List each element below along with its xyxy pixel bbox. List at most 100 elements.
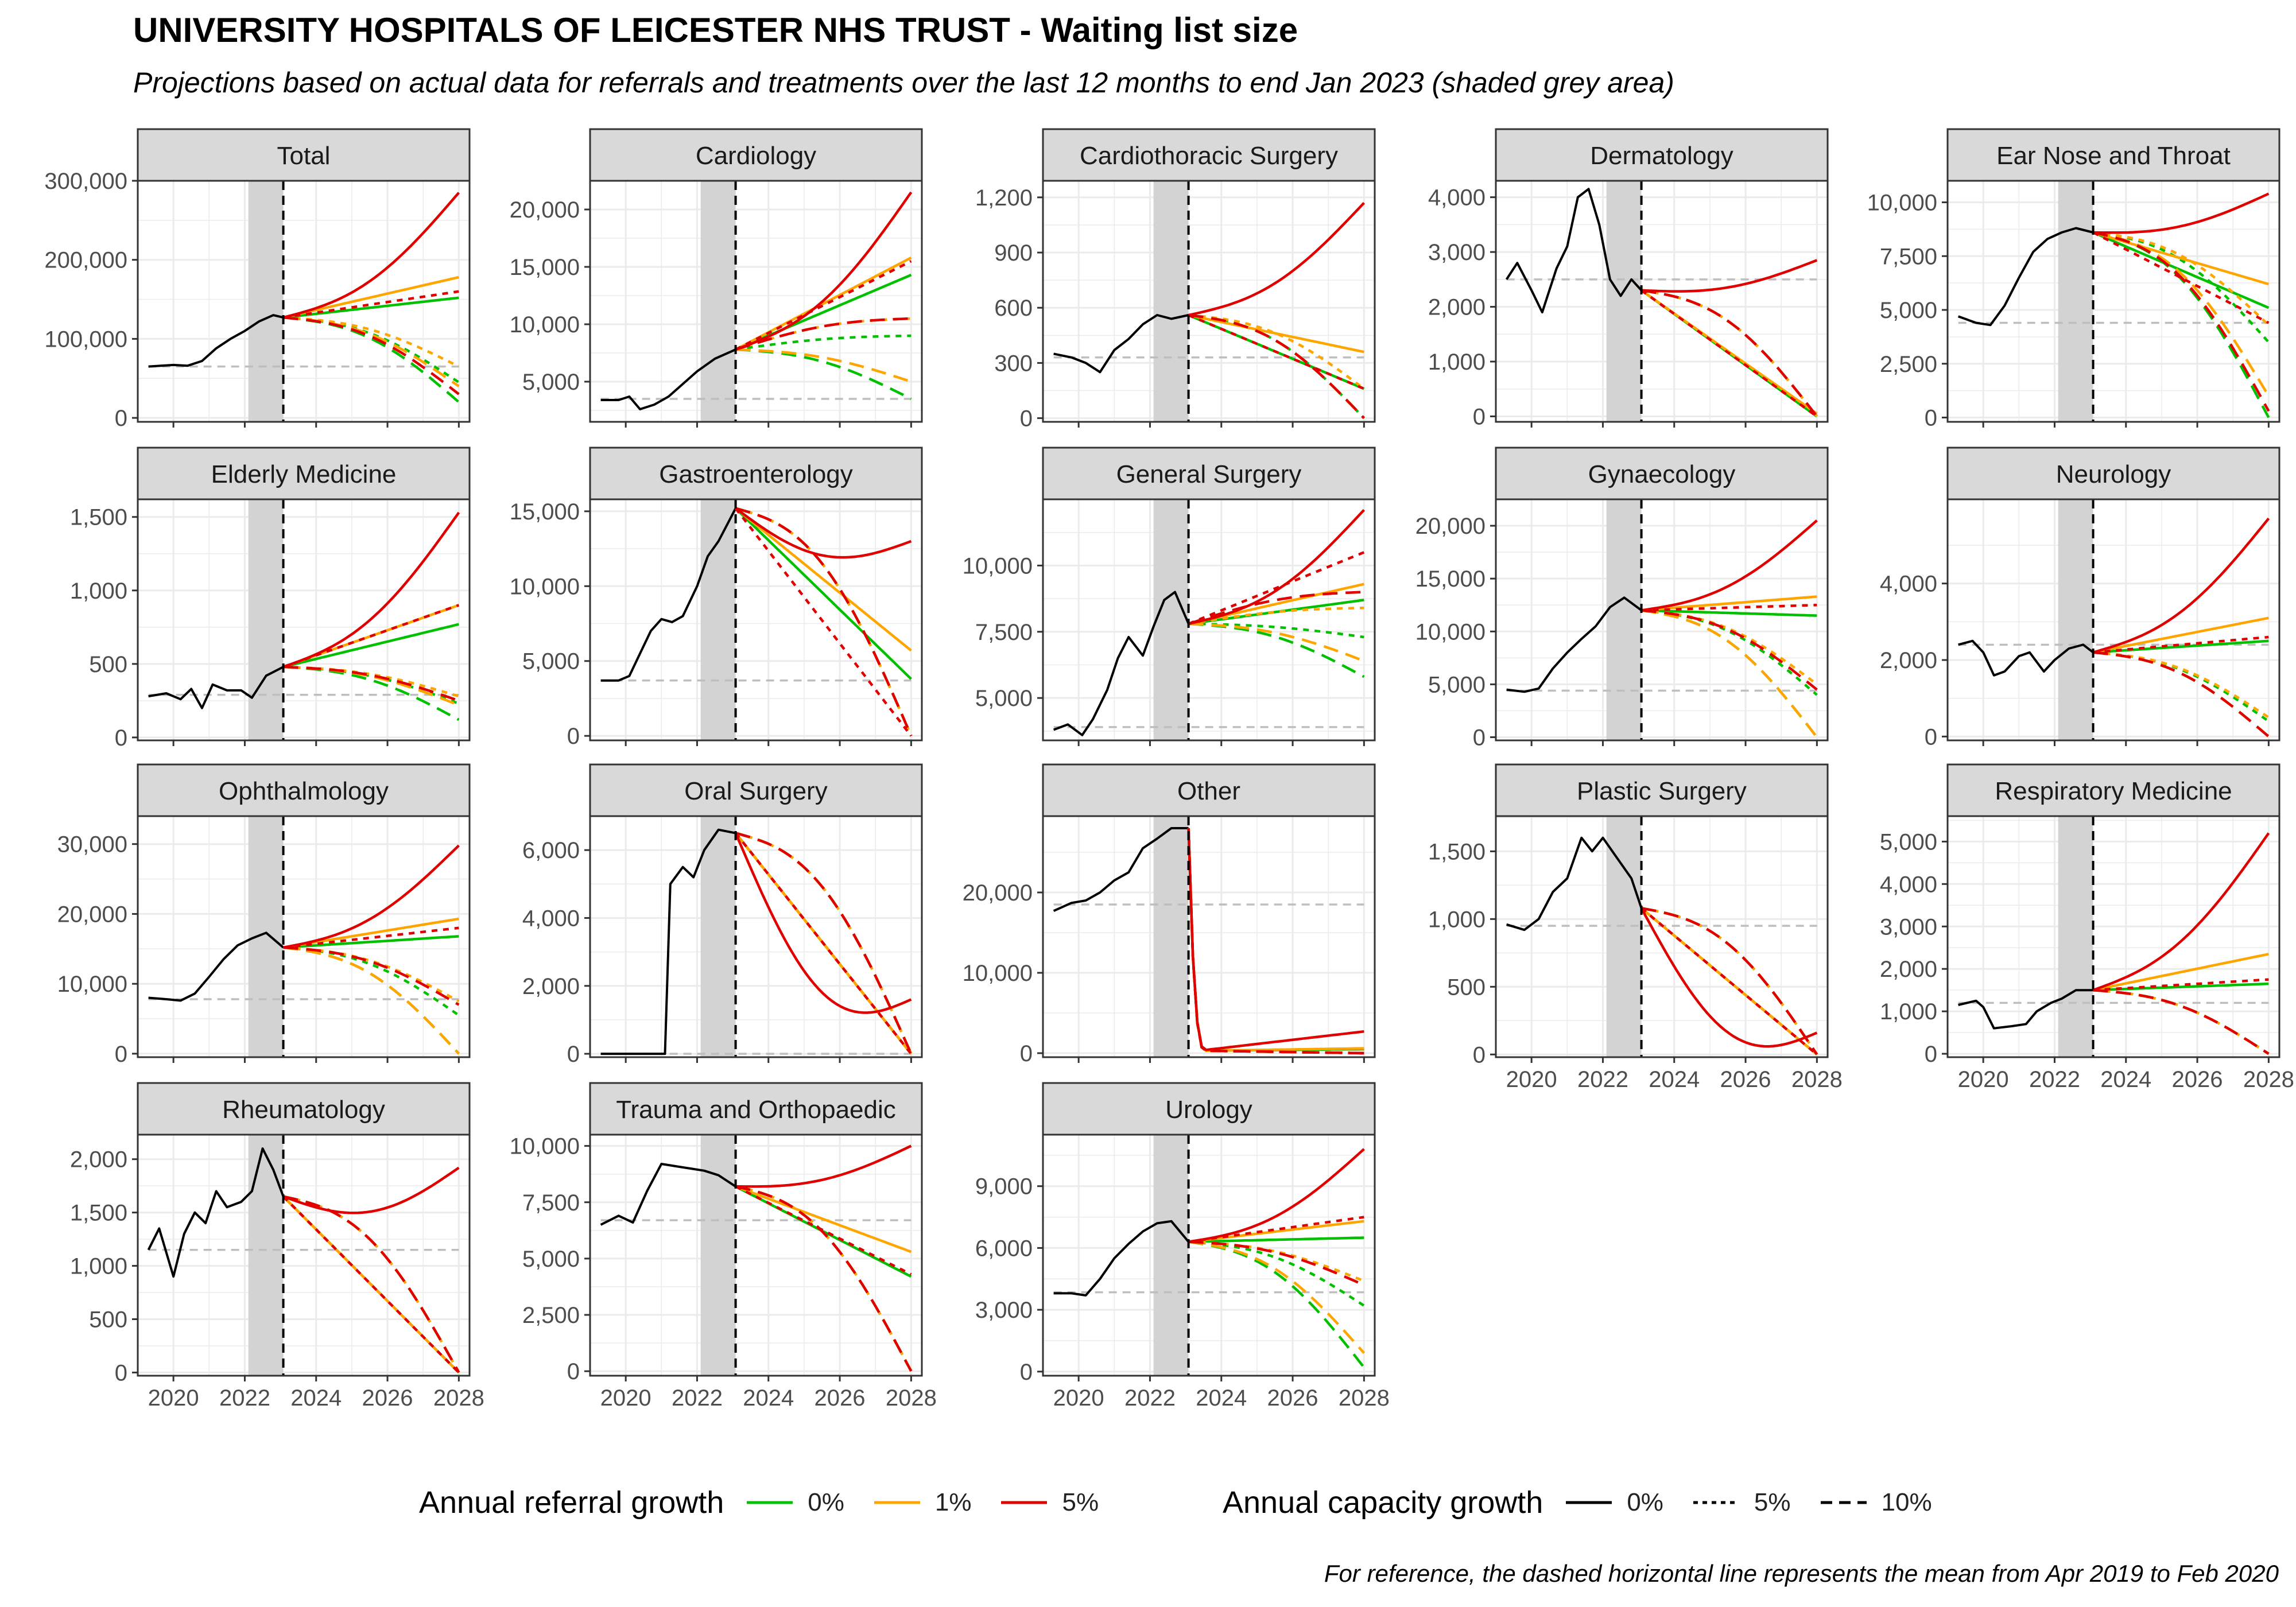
y-tick-label: 2,500 bbox=[522, 1303, 580, 1328]
projection-line-ref5_cap0 bbox=[282, 1166, 460, 1214]
actual-series-line bbox=[1505, 188, 1643, 314]
panel-background bbox=[138, 816, 470, 1057]
y-tick-label: 0 bbox=[567, 1359, 580, 1384]
y-tick-label: 6,000 bbox=[975, 1236, 1033, 1261]
x-tick-label: 2024 bbox=[2100, 1067, 2151, 1092]
panel-total: Total 0 100,000 200,000 300,000 bbox=[44, 128, 471, 431]
panel-border bbox=[1042, 815, 1376, 1058]
panel-strip-label: Cardiology bbox=[696, 142, 816, 170]
shaded-period bbox=[1606, 181, 1642, 422]
projection-line-ref5_cap5 bbox=[734, 507, 913, 737]
panel-strip-label: Ophthalmology bbox=[219, 777, 389, 805]
panel-rheumatology: Rheumatology 0 500 1,000 1,500 2,000 2020 2022 2… bbox=[70, 1082, 484, 1411]
shaded-period bbox=[1606, 816, 1642, 1057]
x-tick-label: 2028 bbox=[886, 1385, 937, 1411]
y-tick-label: 7,500 bbox=[975, 620, 1033, 645]
panel-border bbox=[1495, 180, 1829, 423]
y-tick-label: 15,000 bbox=[510, 255, 580, 280]
projection-line-ref5_cap0 bbox=[735, 1144, 912, 1188]
legend-capacity-growth: Annual capacity growth 0% 5% 10% bbox=[1223, 1485, 1962, 1520]
actual-series-line bbox=[600, 828, 736, 1055]
panel-strip bbox=[1495, 763, 1829, 817]
y-tick-label: 5,000 bbox=[522, 1247, 580, 1272]
x-tick-label: 2026 bbox=[2172, 1067, 2223, 1092]
x-tick-label: 2020 bbox=[1506, 1067, 1557, 1092]
y-tick-label: 3,000 bbox=[1428, 240, 1486, 265]
projection-line-ref5_cap10 bbox=[283, 946, 460, 1006]
panel-strip bbox=[1946, 763, 2281, 817]
projection-line-ref5_cap0 bbox=[1641, 519, 1818, 612]
panel-background bbox=[138, 181, 470, 422]
actual-series-line bbox=[1506, 596, 1642, 693]
projection-line-ref0_cap0 bbox=[283, 935, 459, 949]
shaded-period bbox=[2058, 499, 2093, 740]
actual-series-line bbox=[147, 1147, 285, 1278]
projection-line-ref5_cap5 bbox=[1188, 551, 1365, 625]
panel-background bbox=[590, 816, 922, 1057]
y-tick-label: 2,000 bbox=[70, 1147, 127, 1173]
panel-oral-surgery: Oral Surgery 0 2,000 4,000 6,000 bbox=[522, 763, 923, 1067]
legend-item-referral-1: 1% bbox=[874, 1488, 971, 1517]
y-tick-label: 20,000 bbox=[510, 197, 580, 223]
y-tick-label: 10,000 bbox=[57, 972, 127, 997]
panel-gastroenterology: Gastroenterology 0 5,000 10,000 15,000 bbox=[510, 447, 923, 749]
x-tick-label: 2020 bbox=[148, 1385, 199, 1411]
y-tick-label: 0 bbox=[1020, 406, 1033, 432]
projection-line-ref0_cap0 bbox=[283, 296, 459, 319]
legend-referral-growth: Annual referral growth 0% 1% 5% bbox=[419, 1485, 1128, 1520]
y-tick-label: 1,000 bbox=[1428, 907, 1486, 932]
y-tick-label: 500 bbox=[89, 1307, 127, 1333]
projection-line-ref5_cap10 bbox=[1188, 313, 1366, 420]
projection-line-ref1_cap0 bbox=[1188, 1220, 1364, 1243]
y-tick-label: 20,000 bbox=[1415, 514, 1486, 539]
panel-strip-label: Other bbox=[1177, 777, 1240, 805]
x-tick-label: 2020 bbox=[1053, 1385, 1104, 1411]
panel-strip-label: Gastroenterology bbox=[659, 460, 853, 488]
panel-other: Other 0 10,000 20,000 bbox=[963, 763, 1376, 1066]
y-tick-label: 15,000 bbox=[510, 499, 580, 525]
projection-line-ref5_cap0 bbox=[2092, 832, 2270, 992]
panel-border bbox=[1946, 815, 2281, 1058]
y-tick-label: 0 bbox=[1473, 404, 1486, 429]
projection-line-ref1_cap0 bbox=[2093, 953, 2269, 992]
y-tick-label: 2,500 bbox=[1880, 352, 1937, 377]
chart-title: UNIVERSITY HOSPITALS OF LEICESTER NHS TR… bbox=[133, 11, 1298, 49]
panel-strip bbox=[589, 447, 923, 500]
y-tick-label: 10,000 bbox=[510, 1134, 580, 1159]
y-tick-label: 10,000 bbox=[963, 553, 1033, 579]
x-tick-label: 2026 bbox=[1720, 1067, 1771, 1092]
x-tick-label: 2022 bbox=[219, 1385, 270, 1411]
projection-line-ref5_cap10 bbox=[1641, 907, 1818, 1055]
chart-subtitle: Projections based on actual data for ref… bbox=[133, 67, 1674, 99]
shaded-period bbox=[248, 499, 284, 740]
actual-series-line bbox=[1053, 591, 1190, 736]
projection-line-ref5_cap5 bbox=[282, 604, 460, 669]
y-tick-label: 300,000 bbox=[44, 169, 127, 194]
actual-series-line bbox=[1053, 1220, 1190, 1297]
projection-line-ref5_cap0 bbox=[1188, 201, 1366, 317]
panel-strip-label: General Surgery bbox=[1116, 460, 1302, 488]
legend-key bbox=[874, 1501, 920, 1504]
projection-line-ref5_cap10 bbox=[283, 1195, 460, 1373]
y-tick-label: 4,000 bbox=[1880, 572, 1937, 597]
projection-line-ref1_cap10 bbox=[1188, 1240, 1366, 1354]
panel-strip bbox=[589, 1082, 923, 1136]
panel-strip-label: Oral Surgery bbox=[684, 777, 827, 805]
y-tick-label: 10,000 bbox=[1867, 191, 1937, 216]
panel-general-surgery: General Surgery 5,000 7,500 10,000 bbox=[963, 447, 1376, 746]
shaded-period bbox=[700, 181, 736, 422]
panel-strip-label: Ear Nose and Throat bbox=[1996, 142, 2231, 170]
shaded-period bbox=[700, 499, 736, 740]
projection-line-ref5_cap0 bbox=[734, 832, 912, 1014]
projection-line-ref1_cap5 bbox=[735, 507, 913, 737]
legend-item-referral-2: 5% bbox=[1001, 1488, 1099, 1517]
panel-background bbox=[138, 1135, 470, 1376]
panel-strip bbox=[1042, 447, 1376, 500]
y-tick-label: 4,000 bbox=[1428, 185, 1486, 211]
shaded-period bbox=[2058, 181, 2093, 422]
panel-background bbox=[1948, 816, 2279, 1057]
panel-strip-label: Dermatology bbox=[1590, 142, 1733, 170]
x-tick-label: 2026 bbox=[815, 1385, 866, 1411]
y-tick-label: 5,000 bbox=[975, 686, 1033, 711]
